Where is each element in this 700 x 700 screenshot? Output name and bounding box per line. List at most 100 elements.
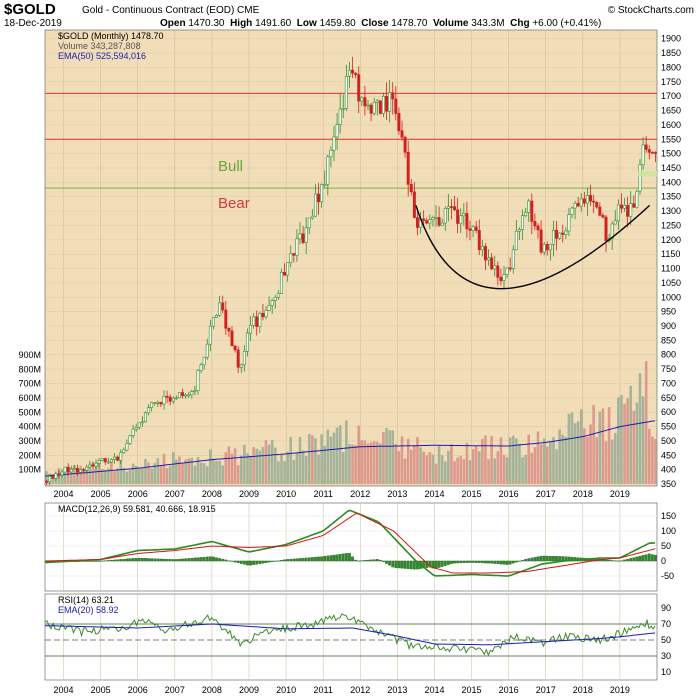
volume-bar [205,466,209,484]
price-tick-label: 1600 [661,120,681,130]
x-tick-label: 2008 [202,489,222,499]
macd-histogram-bar [613,560,617,562]
volume-bar [481,439,484,484]
volume-bar [193,465,197,484]
candle-body [508,267,512,270]
volume-tick-label: 900M [18,350,41,360]
macd-histogram-bar [199,557,203,562]
candle-body [354,72,358,75]
volume-bar [261,447,265,484]
volume-bar [317,454,320,484]
candle-body [193,390,197,392]
volume-bar [635,402,639,484]
macd-histogram-bar [354,559,358,562]
volume-bar [388,430,391,484]
macd-histogram-bar [344,553,348,562]
macd-histogram-bar [116,559,120,562]
candle-body [545,244,549,251]
candle-body [270,300,274,306]
candle-body [57,473,61,476]
price-tick-label: 1250 [661,220,681,230]
volume-bar [638,373,642,484]
macd-histogram-bar [144,558,147,562]
macd-histogram-bar [518,560,521,562]
volume-bar [403,458,407,484]
macd-histogram-bar [375,559,379,562]
candle-body [289,253,293,263]
macd-histogram-bar [545,555,549,562]
macd-histogram-bar [616,560,620,562]
volume-bar [623,403,626,484]
macd-histogram-bar [499,560,503,565]
candle-body [601,214,605,218]
candle-body [480,246,484,251]
macd-histogram-bar [301,557,305,562]
volume-bar [474,446,478,484]
rsi-ema-line [44,623,656,646]
macd-histogram-bar [264,560,268,563]
macd-histogram-bar [202,556,206,562]
candle-body [561,232,565,235]
candle-body [378,100,382,114]
candle-body [567,214,571,232]
candle-body [570,207,574,215]
macd-histogram-bar [394,560,398,568]
macd-histogram-bar [558,556,562,562]
candle-body [647,149,651,153]
x-tick-label: 2007 [165,685,185,695]
x-tick-label: 2007 [165,489,185,499]
candle-body [313,193,317,217]
candle-body [527,200,531,213]
volume-bar [363,440,367,484]
volume-bar [76,469,79,484]
price-tick-label: 1100 [661,264,680,274]
x-tick-label: 2012 [350,489,370,499]
macd-histogram-bar [548,555,552,562]
x-tick-label: 2011 [314,489,333,499]
candle-body [505,267,509,275]
candle-body [400,130,404,138]
macd-histogram-bar [434,560,438,569]
volume-bar [144,458,147,484]
macd-histogram-bar [255,560,259,565]
macd-histogram-bar [341,553,345,562]
volume-bar [453,461,456,484]
candle-body [174,397,178,400]
volume-bar [298,437,302,484]
candle-body [468,228,472,231]
candle-body [443,208,447,224]
macd-histogram-bar [360,560,364,562]
macd-histogram-bar [258,560,262,564]
x-tick-label: 2013 [387,489,407,499]
volume-bar [60,471,64,484]
volume-bar [607,407,611,484]
open-label: Open [160,18,186,29]
volume-bar [521,457,524,484]
macd-tick-label: 0 [661,556,666,566]
volume-bar [496,451,500,484]
volume-bar [549,440,552,484]
candle-body [211,317,215,327]
volume-bar [477,451,481,484]
price-tick-label: 800 [661,350,676,360]
candle-body [79,469,83,473]
candle-body [347,69,351,77]
close-value: 1478.70 [391,18,428,29]
candle-body [582,198,586,204]
macd-histogram-bar [147,558,150,562]
candle-body [344,76,348,109]
volume-bar [366,443,370,484]
candle-body [301,233,305,243]
candle-body [221,302,225,311]
candle-body [128,435,132,444]
volume-bar [153,463,157,484]
volume-bar [586,436,589,484]
candle-body [103,458,107,463]
volume-bar [273,447,277,484]
volume-bar [243,444,246,484]
volume-bar [175,459,178,484]
volume-bar [122,467,126,484]
volume-bar [181,463,184,484]
volume-bar [66,471,70,484]
